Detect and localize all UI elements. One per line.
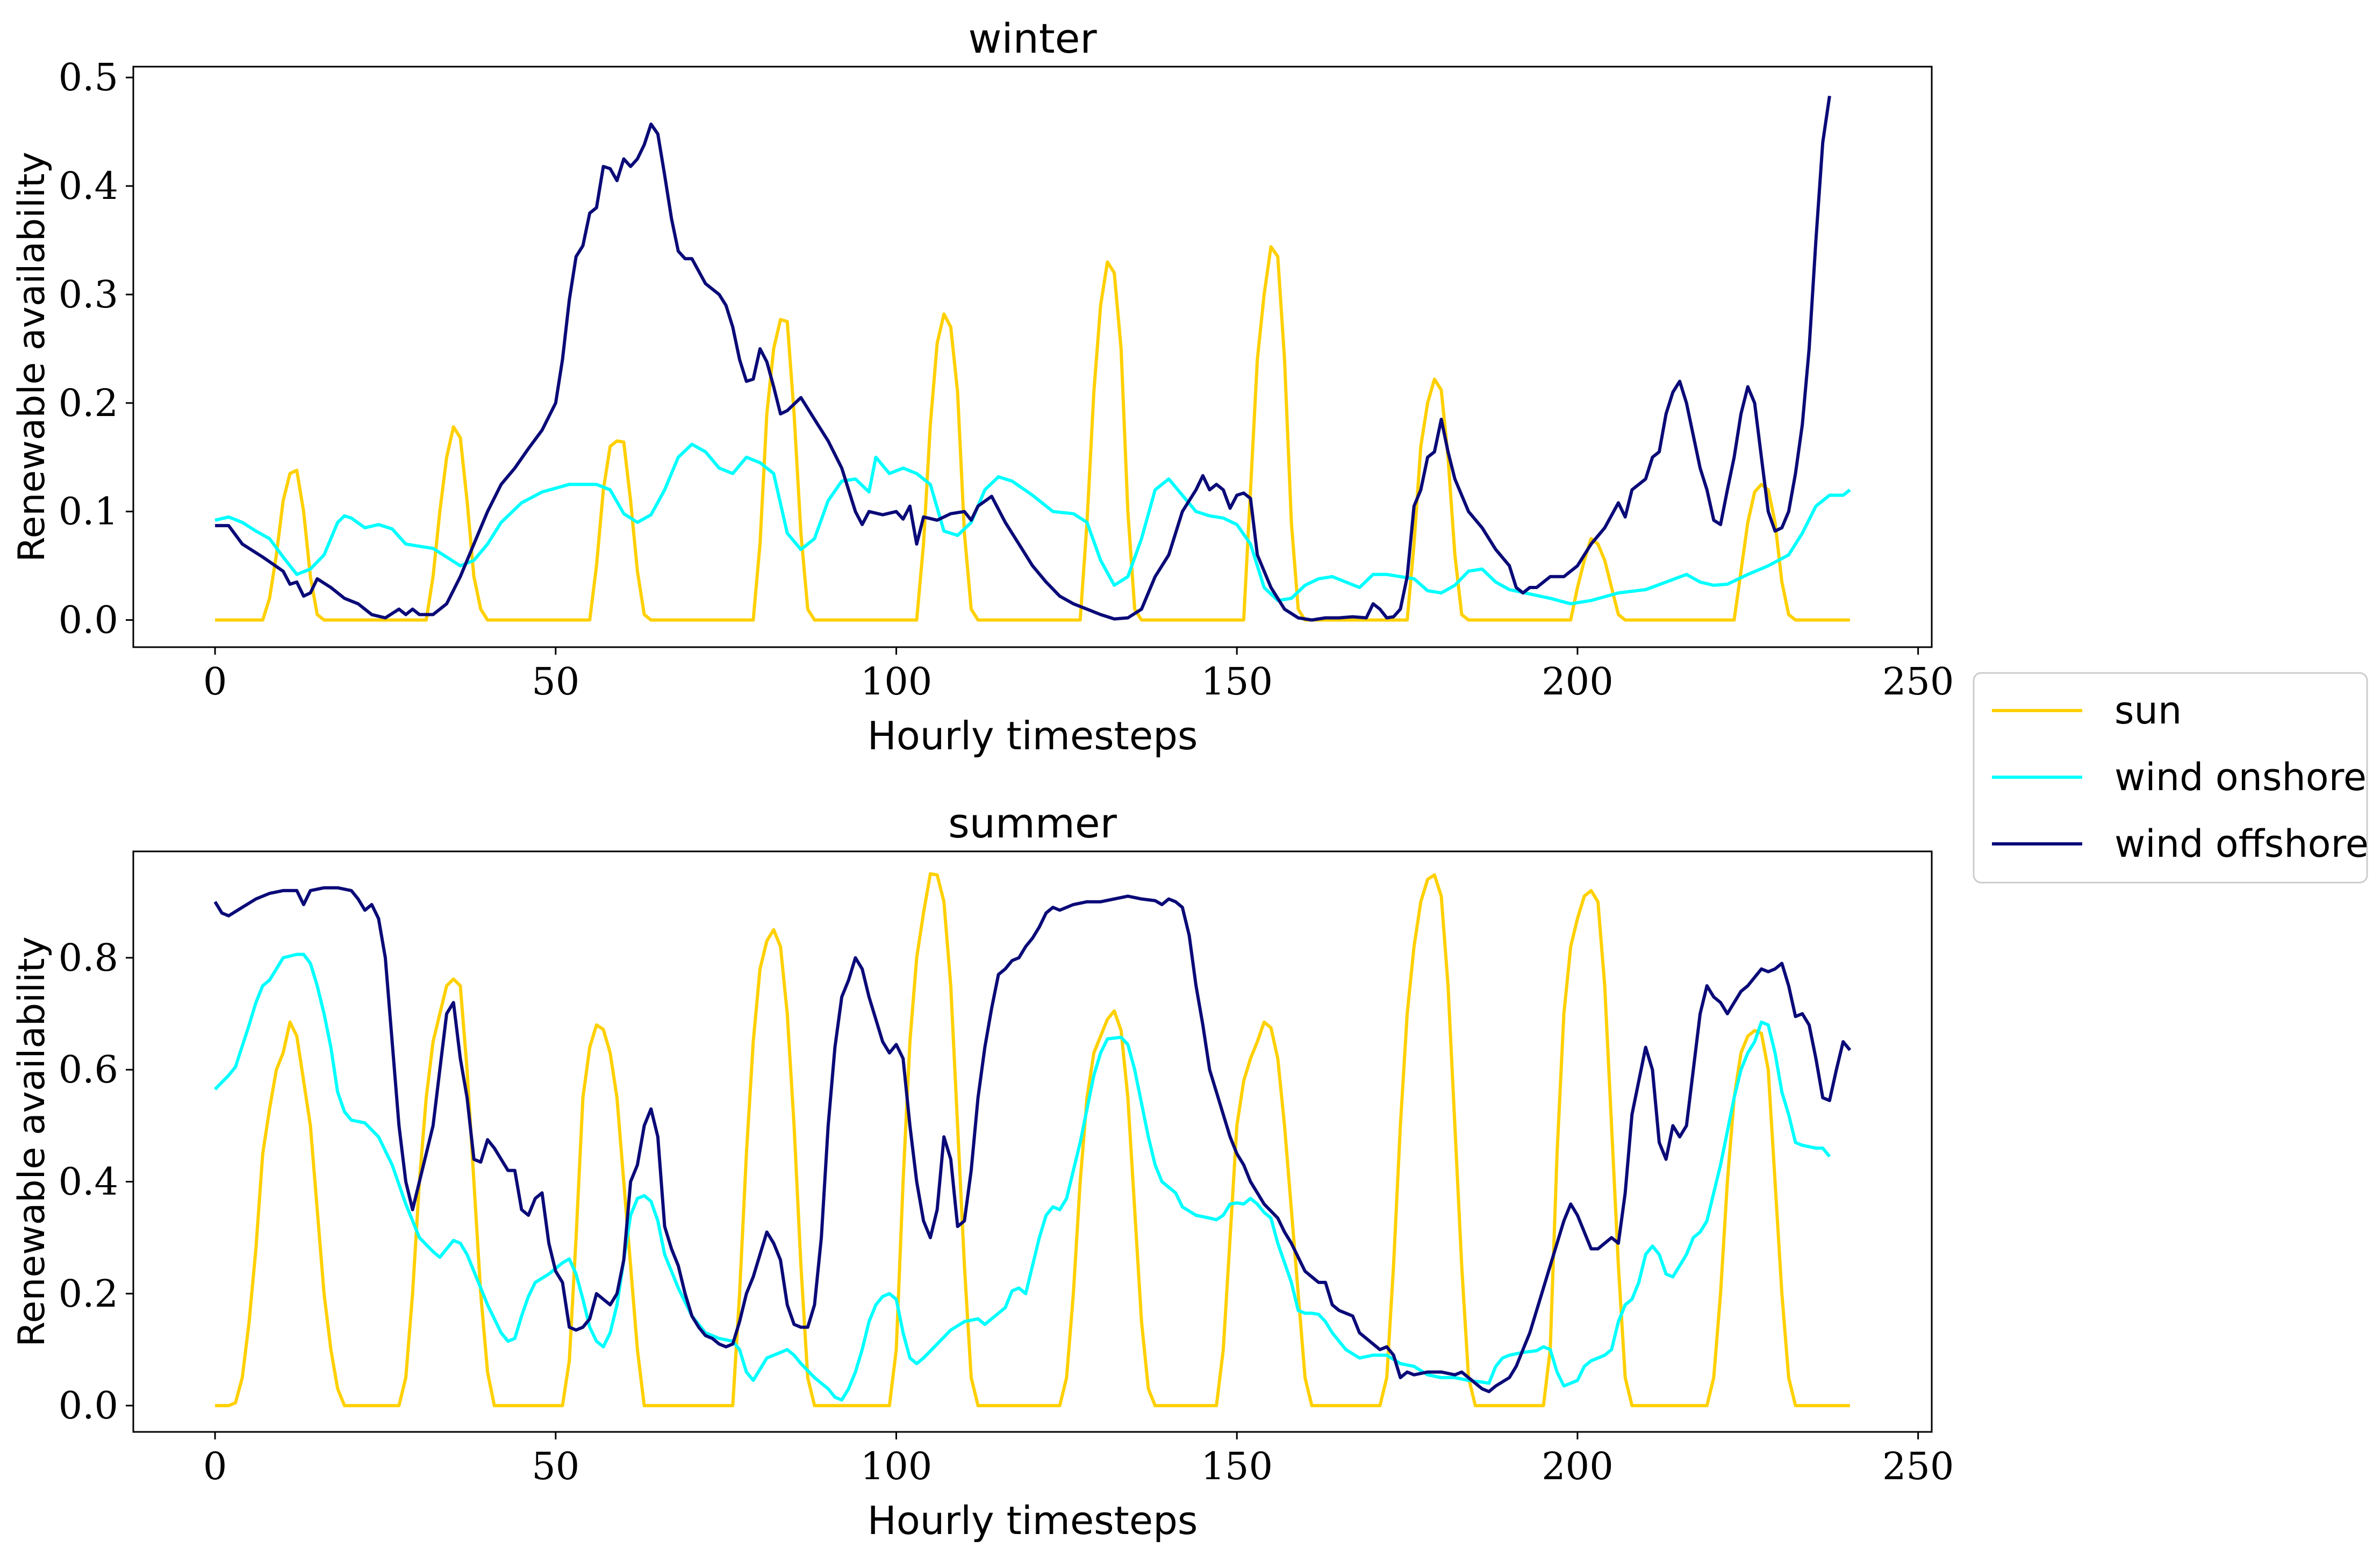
y-tick-label: 0.3 <box>59 273 118 317</box>
y-tick-label: 0.6 <box>59 1048 118 1092</box>
series-line-wind-onshore <box>213 952 1831 1402</box>
y-tick-label: 0.2 <box>59 381 118 425</box>
series-group <box>214 96 1851 622</box>
x-axis-label: Hourly timesteps <box>868 713 1198 758</box>
panel-summer: 0 50 100 150 200 250 0.0 0.2 0.4 0.6 0.8 summer Hour… <box>11 799 1954 1543</box>
axes-frame <box>132 850 1933 1433</box>
x-tick-label: 50 <box>532 1444 579 1488</box>
x-tick-label: 0 <box>203 1444 227 1488</box>
legend: sun wind onshore wind offshore <box>1973 672 2369 884</box>
series-line-wind-offshore <box>215 96 1831 622</box>
legend-label-wind-onshore: wind onshore <box>2114 755 2367 799</box>
x-tick-label: 150 <box>1201 660 1273 704</box>
y-axis-label: Renewable availability <box>11 936 53 1347</box>
legend-label-wind-offshore: wind offshore <box>2114 822 2369 866</box>
y-tick-label: 0.4 <box>59 164 118 208</box>
x-tick-label: 50 <box>532 660 579 704</box>
series-group <box>213 872 1852 1408</box>
y-axis-label: Renewable availability <box>11 152 53 562</box>
x-tick-label: 200 <box>1542 1444 1614 1488</box>
x-tick-label: 0 <box>203 660 227 704</box>
y-tick-label: 0.8 <box>59 936 118 980</box>
y-tick-label: 0.4 <box>59 1159 118 1203</box>
x-tick-label: 250 <box>1882 660 1954 704</box>
y-tick-label: 0.0 <box>59 1384 118 1428</box>
chart-title: summer <box>948 799 1117 847</box>
x-tick-label: 250 <box>1882 1444 1954 1488</box>
panel-winter: 0 50 100 150 200 250 0.0 0.1 0.2 0.3 0.4 0.5 winter H… <box>11 15 1954 758</box>
legend-label-sun: sun <box>2114 689 2182 733</box>
x-tick-label: 100 <box>861 660 933 704</box>
x-tick-label: 100 <box>861 1444 933 1488</box>
y-tick-label: 0.5 <box>59 55 118 99</box>
x-tick-label: 150 <box>1201 1444 1273 1488</box>
y-tick-label: 0.1 <box>59 490 118 534</box>
series-line-wind-offshore <box>213 886 1852 1393</box>
y-tick-label: 0.0 <box>59 598 118 642</box>
x-tick-label: 200 <box>1542 660 1614 704</box>
x-axis-label: Hourly timesteps <box>868 1498 1198 1543</box>
legend-frame <box>1973 672 2368 884</box>
y-tick-label: 0.2 <box>59 1272 118 1316</box>
chart-title: winter <box>968 15 1097 62</box>
series-line-sun <box>215 872 1850 1408</box>
axes-frame <box>132 66 1933 648</box>
